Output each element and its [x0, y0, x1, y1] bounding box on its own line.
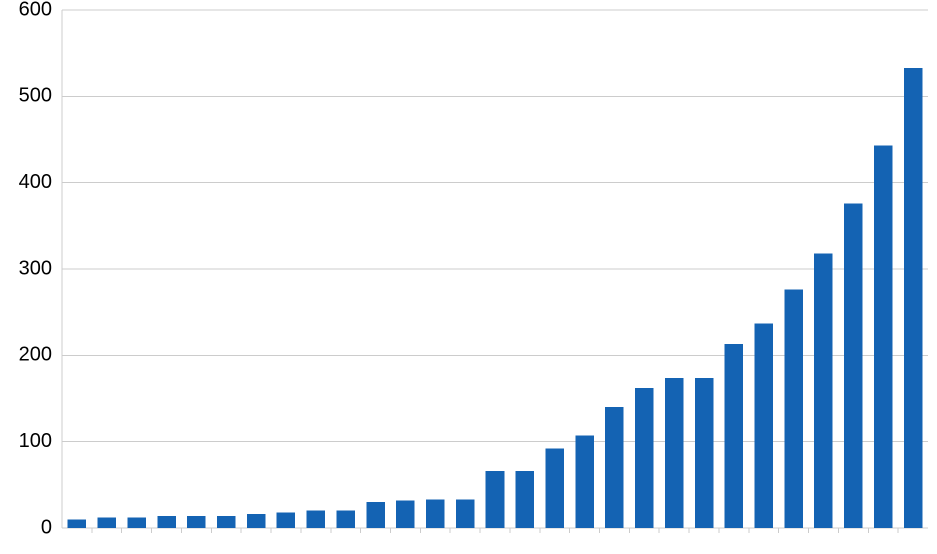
bar — [127, 518, 146, 528]
bar — [217, 516, 236, 528]
bar — [725, 344, 744, 528]
bar — [814, 253, 833, 528]
bar — [516, 471, 535, 528]
y-tick-label: 300 — [19, 257, 52, 279]
bar — [605, 407, 624, 528]
bar — [366, 502, 385, 528]
bar — [247, 514, 266, 528]
y-tick-label: 500 — [19, 85, 52, 107]
bar — [307, 511, 326, 528]
bar — [486, 471, 505, 528]
bar — [844, 203, 863, 528]
bar — [98, 518, 117, 528]
bar — [755, 323, 774, 528]
bar — [575, 436, 594, 528]
y-tick-label: 0 — [41, 516, 52, 538]
bar — [665, 378, 684, 528]
bar — [695, 378, 714, 528]
y-tick-label: 400 — [19, 171, 52, 193]
bar — [187, 516, 206, 528]
y-tick-label: 200 — [19, 344, 52, 366]
bar — [904, 68, 923, 528]
y-tick-label: 100 — [19, 430, 52, 452]
bar — [336, 511, 355, 528]
bar-chart: 0 100 200 300 400 500 600 — [0, 0, 937, 554]
bar — [157, 516, 176, 528]
bar — [874, 146, 893, 528]
bar — [396, 500, 415, 528]
bar — [277, 512, 296, 528]
bar — [456, 500, 475, 528]
bar — [784, 290, 803, 528]
bar — [635, 388, 654, 528]
bar — [68, 519, 87, 528]
y-tick-label: 600 — [19, 0, 52, 20]
bar — [545, 449, 564, 528]
bar — [426, 500, 445, 528]
chart-svg: 0 100 200 300 400 500 600 — [0, 0, 937, 554]
